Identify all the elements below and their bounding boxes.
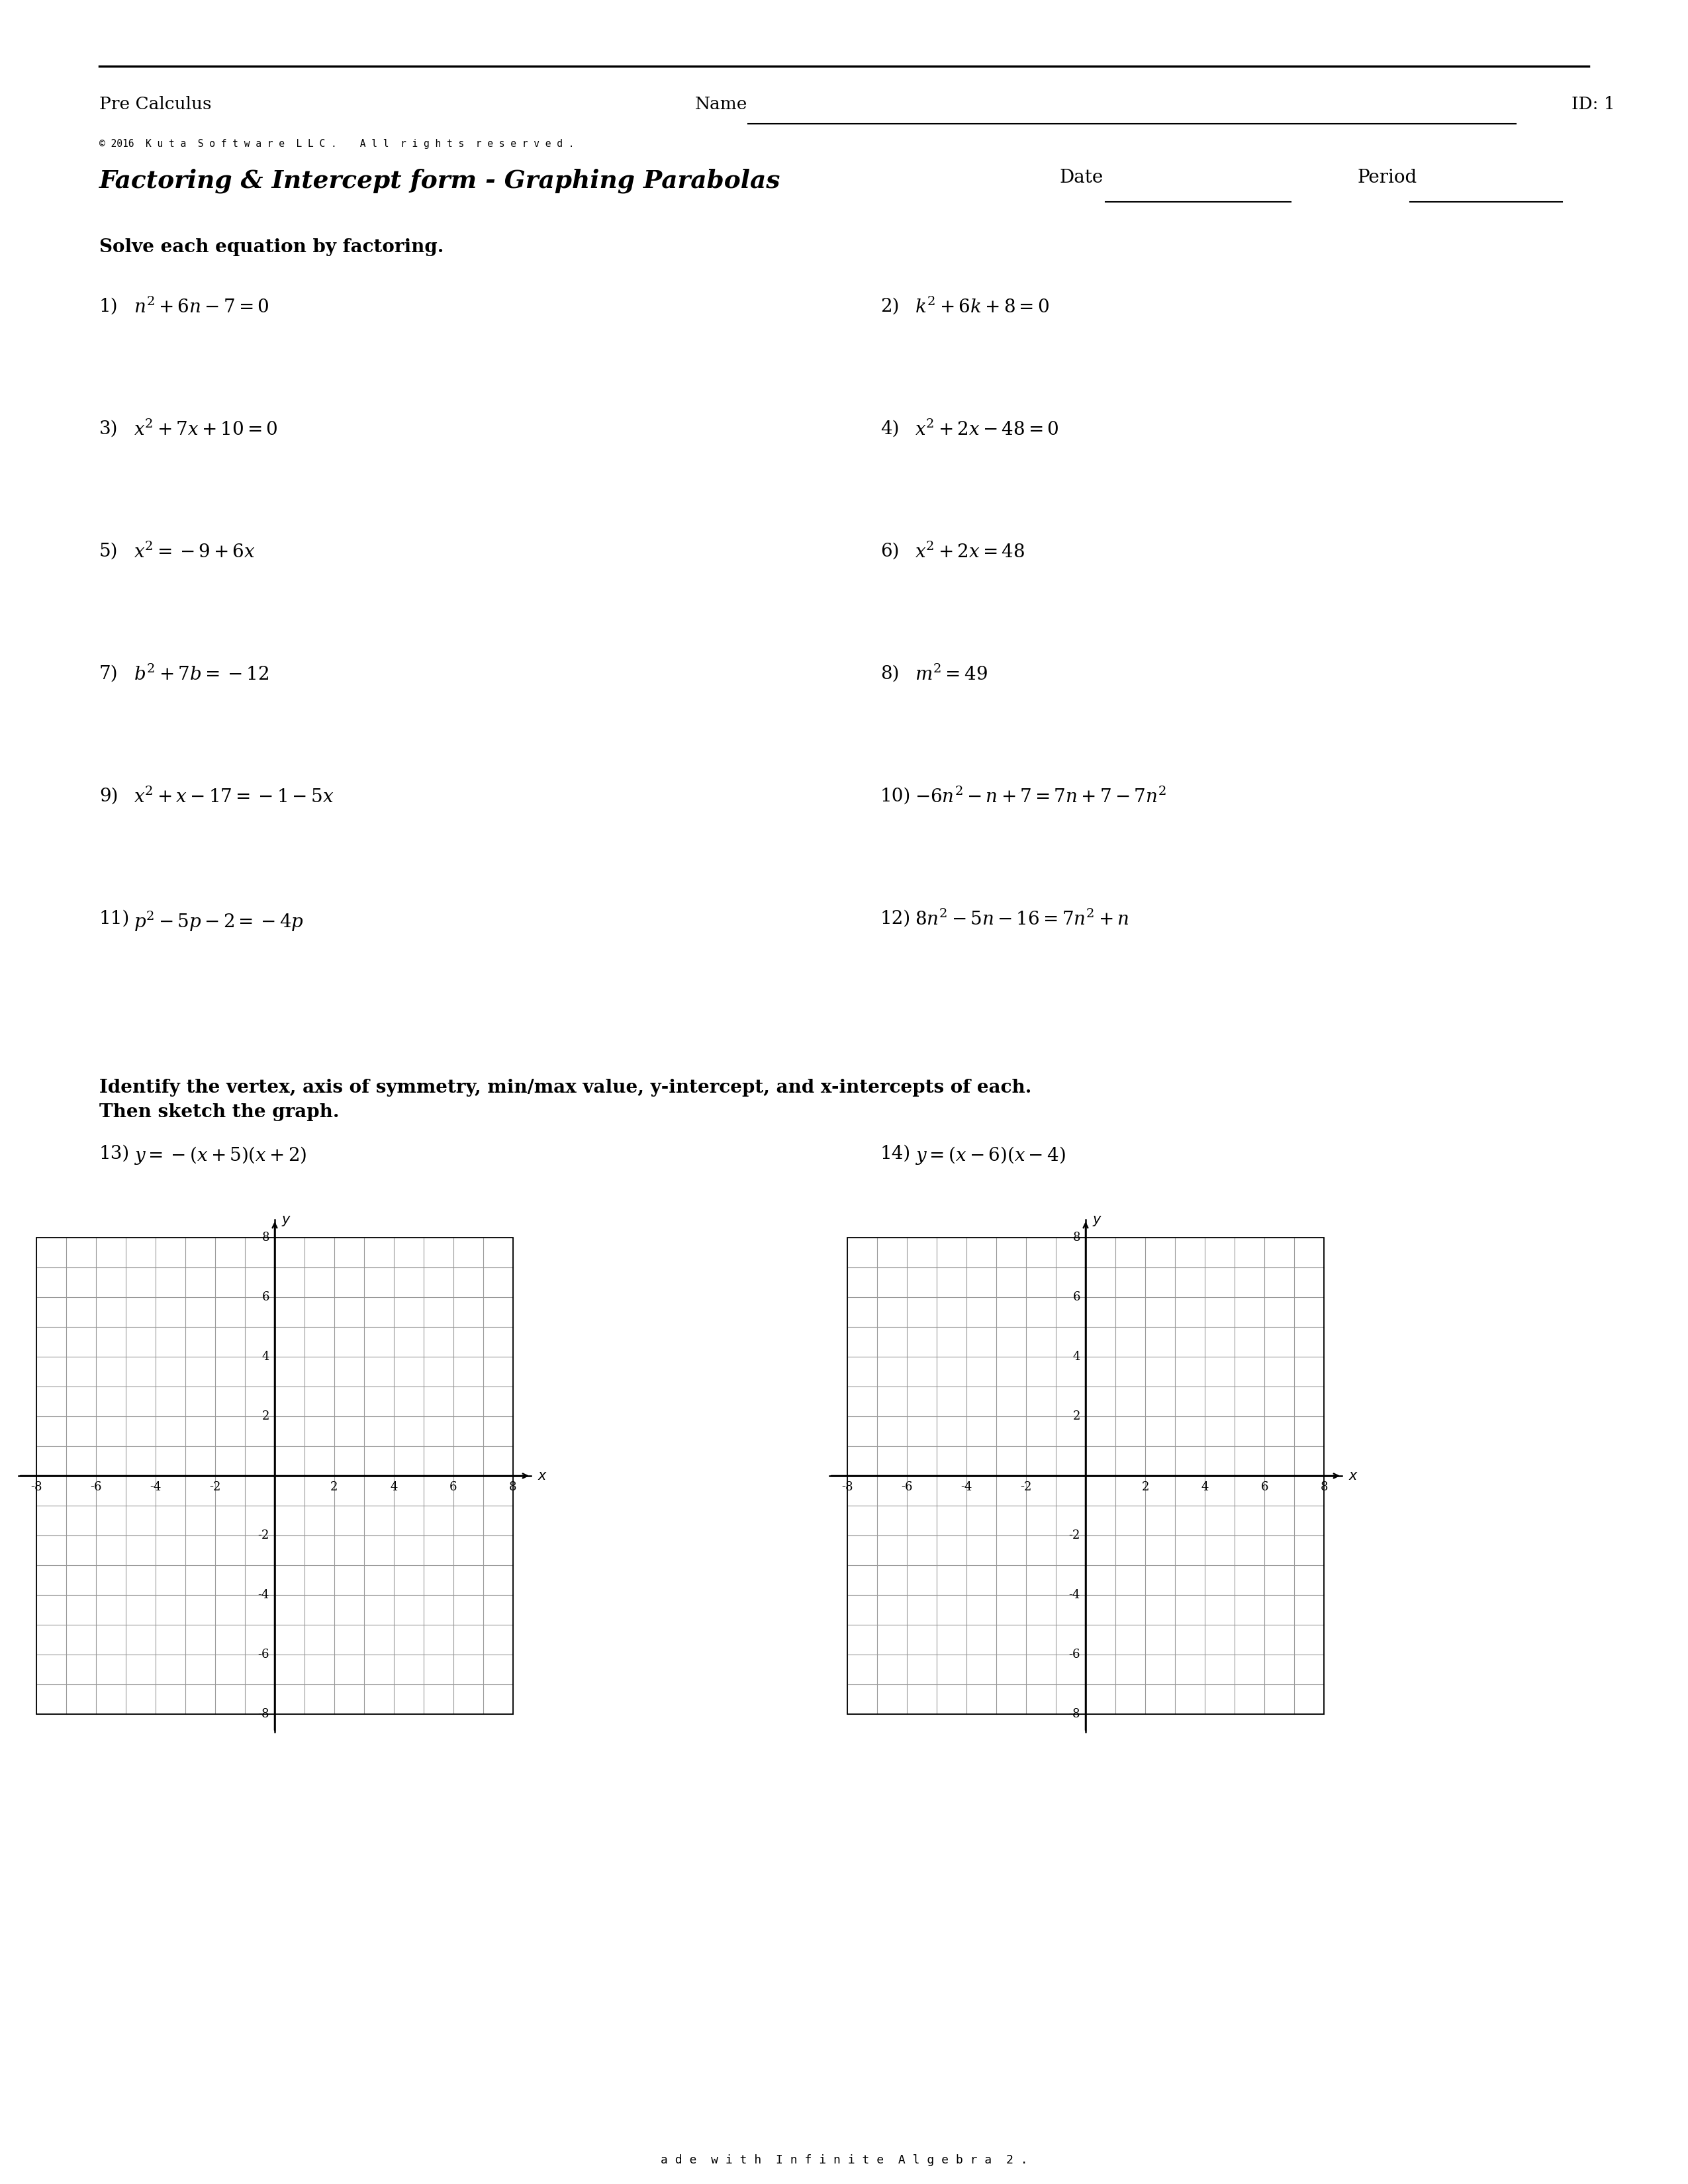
Text: 8: 8: [1072, 1232, 1080, 1243]
Text: 6: 6: [1072, 1291, 1080, 1304]
Text: 2: 2: [1141, 1481, 1150, 1494]
Text: $x$: $x$: [537, 1470, 547, 1483]
Text: -8: -8: [258, 1708, 270, 1721]
Text: -6: -6: [1069, 1649, 1080, 1660]
Text: -2: -2: [1020, 1481, 1031, 1494]
Bar: [847, 1238, 1323, 1714]
Text: 2: 2: [262, 1411, 270, 1422]
Text: 7): 7): [100, 666, 118, 684]
Text: 5): 5): [100, 542, 118, 561]
Text: 10): 10): [881, 788, 912, 806]
Text: $x$: $x$: [1349, 1470, 1359, 1483]
Text: -4: -4: [258, 1590, 270, 1601]
Text: -8: -8: [842, 1481, 852, 1494]
Text: 8: 8: [510, 1481, 517, 1494]
Text: 6: 6: [1261, 1481, 1268, 1494]
Bar: [37, 1238, 513, 1714]
Text: 6: 6: [449, 1481, 457, 1494]
Text: -6: -6: [258, 1649, 270, 1660]
Text: a d e  w i t h  I n f i n i t e  A l g e b r a  2 .: a d e w i t h I n f i n i t e A l g e b …: [660, 2153, 1028, 2167]
Text: -4: -4: [150, 1481, 162, 1494]
Text: $x^{2}+2x=48$: $x^{2}+2x=48$: [915, 542, 1025, 561]
Text: 3): 3): [100, 419, 118, 439]
Text: -2: -2: [209, 1481, 221, 1494]
Text: 13): 13): [100, 1144, 130, 1162]
Text: 2: 2: [331, 1481, 338, 1494]
Text: $b^{2}+7b=-12$: $b^{2}+7b=-12$: [133, 666, 268, 684]
Text: 6): 6): [881, 542, 900, 561]
Text: 2: 2: [1074, 1411, 1080, 1422]
Text: -6: -6: [901, 1481, 913, 1494]
Text: Solve each equation by factoring.: Solve each equation by factoring.: [100, 238, 444, 256]
Text: Pre Calculus: Pre Calculus: [100, 96, 211, 114]
Text: $y$: $y$: [1092, 1214, 1102, 1227]
Text: 2): 2): [881, 297, 900, 317]
Text: 4): 4): [881, 419, 900, 439]
Text: $x^{2}+x-17=-1-5x$: $x^{2}+x-17=-1-5x$: [133, 788, 334, 806]
Text: $y=-(x+5)(x+2)$: $y=-(x+5)(x+2)$: [133, 1144, 307, 1166]
Text: © 2016  K u t a  S o f t w a r e  L L C .    A l l  r i g h t s  r e s e r v e d: © 2016 K u t a S o f t w a r e L L C . A…: [100, 140, 574, 149]
Text: -2: -2: [258, 1529, 270, 1542]
Text: -4: -4: [1069, 1590, 1080, 1601]
Text: 11): 11): [100, 911, 130, 928]
Text: $m^{2}=49$: $m^{2}=49$: [915, 666, 987, 684]
Text: $x^{2}=-9+6x$: $x^{2}=-9+6x$: [133, 542, 255, 561]
Text: $n^{2}+6n-7=0$: $n^{2}+6n-7=0$: [133, 297, 268, 317]
Text: 6: 6: [262, 1291, 270, 1304]
Text: 9): 9): [100, 788, 118, 806]
Text: Period: Period: [1357, 168, 1416, 186]
Text: Factoring & Intercept form - Graphing Parabolas: Factoring & Intercept form - Graphing Pa…: [100, 168, 780, 194]
Text: -2: -2: [1069, 1529, 1080, 1542]
Text: 12): 12): [881, 911, 912, 928]
Text: 14): 14): [881, 1144, 912, 1162]
Text: $p^{2}-5p-2=-4p$: $p^{2}-5p-2=-4p$: [133, 911, 304, 933]
Text: 4: 4: [1200, 1481, 1209, 1494]
Text: $y$: $y$: [282, 1214, 292, 1227]
Text: $x^{2}+2x-48=0$: $x^{2}+2x-48=0$: [915, 419, 1058, 439]
Text: -6: -6: [89, 1481, 101, 1494]
Text: Date: Date: [1058, 168, 1102, 186]
Text: -8: -8: [1069, 1708, 1080, 1721]
Text: $k^{2}+6k+8=0$: $k^{2}+6k+8=0$: [915, 297, 1050, 317]
Text: ID: 1: ID: 1: [1572, 96, 1615, 114]
Text: 8): 8): [881, 666, 900, 684]
Text: 1): 1): [100, 297, 118, 317]
Text: -8: -8: [30, 1481, 42, 1494]
Text: $-6n^{2}-n+7=7n+7-7n^{2}$: $-6n^{2}-n+7=7n+7-7n^{2}$: [915, 788, 1166, 806]
Text: 4: 4: [1074, 1350, 1080, 1363]
Text: Name: Name: [695, 96, 748, 114]
Text: Identify the vertex, axis of symmetry, min/max value, y-intercept, and x-interce: Identify the vertex, axis of symmetry, m…: [100, 1079, 1031, 1120]
Text: 4: 4: [262, 1350, 270, 1363]
Text: -4: -4: [960, 1481, 972, 1494]
Text: 8: 8: [1320, 1481, 1328, 1494]
Text: 4: 4: [390, 1481, 398, 1494]
Text: $y=(x-6)(x-4)$: $y=(x-6)(x-4)$: [915, 1144, 1065, 1166]
Text: $8n^{2}-5n-16=7n^{2}+n$: $8n^{2}-5n-16=7n^{2}+n$: [915, 911, 1129, 930]
Text: $x^{2}+7x+10=0$: $x^{2}+7x+10=0$: [133, 419, 279, 439]
Text: 8: 8: [262, 1232, 270, 1243]
